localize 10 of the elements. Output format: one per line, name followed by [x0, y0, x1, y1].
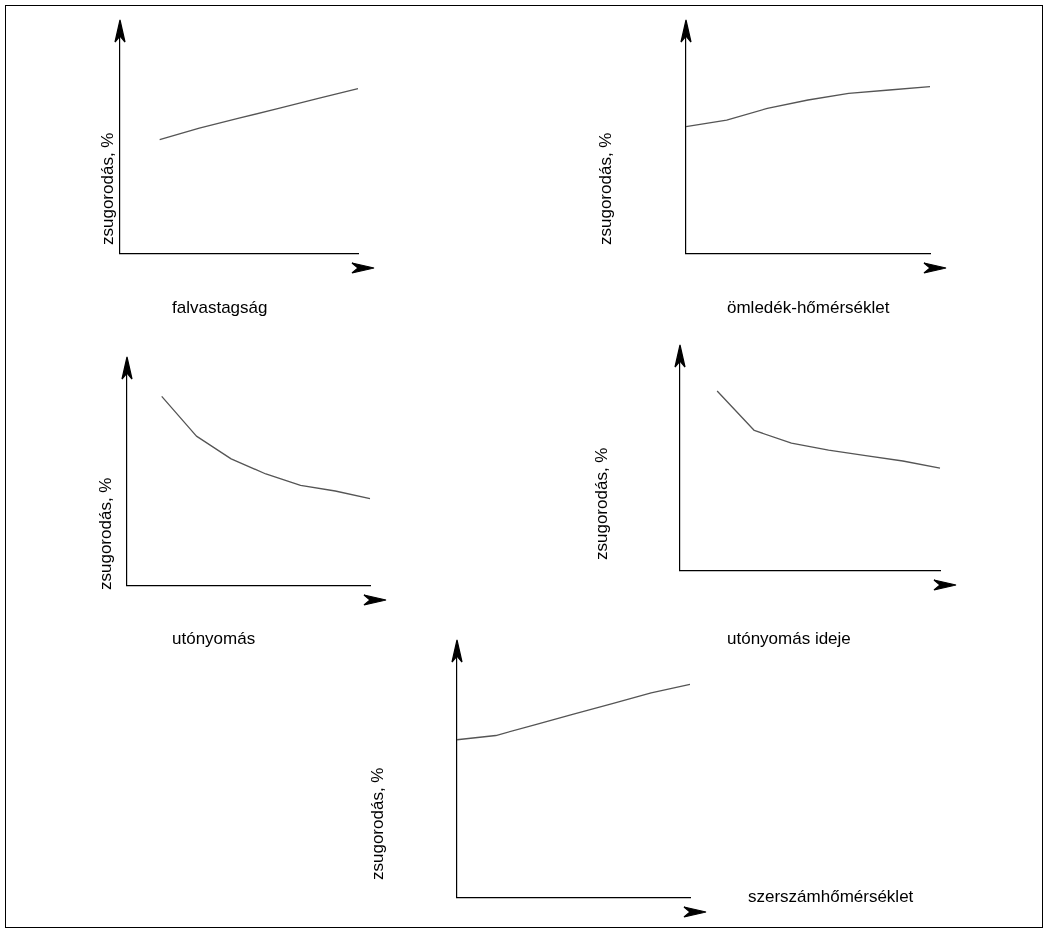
y-axis-title: zsugorodás, % [368, 767, 388, 880]
y-axis-title: zsugorodás, % [592, 447, 612, 560]
y-axis-title: zsugorodás, % [96, 477, 116, 590]
x-axis-title: szerszámhőmérséklet [748, 887, 914, 907]
y-axis-title: zsugorodás, % [596, 132, 616, 245]
x-axis-title: falvastagság [172, 298, 268, 318]
x-axis-title: ömledék-hőmérséklet [727, 298, 890, 318]
y-axis-title: zsugorodás, % [98, 132, 118, 245]
x-axis-title: utónyomás ideje [727, 629, 851, 649]
x-axis-title: utónyomás [172, 629, 256, 649]
